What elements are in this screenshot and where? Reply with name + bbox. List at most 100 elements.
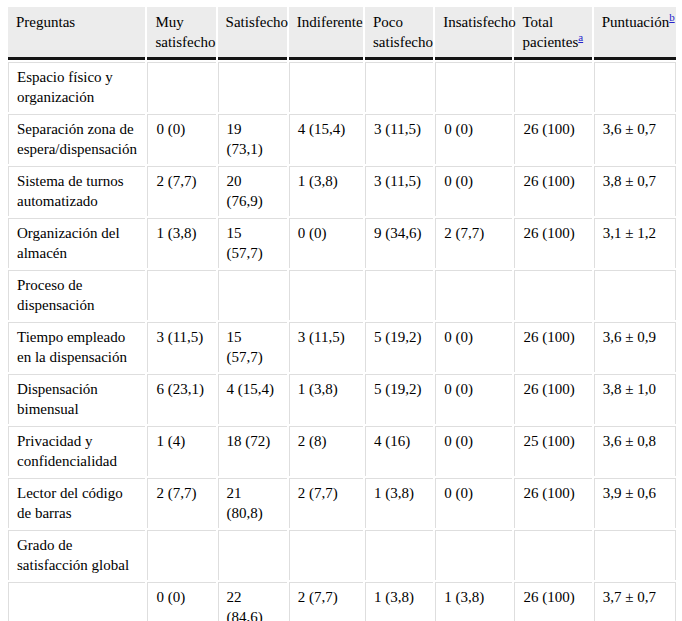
cell: 9 (34,6) <box>365 218 433 268</box>
column-header: Poco satisfecho <box>365 7 433 60</box>
cell: 2 (7,7) <box>289 478 363 528</box>
column-header-label: Preguntas <box>16 14 75 30</box>
satisfaction-table-container: Preguntas Muy satisfecho Satisfecho Indifer… <box>0 0 682 621</box>
cell: 20 (76,9) <box>218 166 287 216</box>
cell: 0 (0) <box>435 322 512 372</box>
cell: 4 (15,4) <box>218 374 287 424</box>
cell <box>514 530 591 580</box>
column-header: Insatisfecho <box>435 7 512 60</box>
table-row: Sistema de turnos automatizado2 (7,7)20 … <box>8 166 676 216</box>
row-label <box>8 582 145 621</box>
cell: 22 (84,6) <box>218 582 287 621</box>
column-header-label: Indiferente <box>297 14 363 30</box>
cell: 26 (100) <box>514 114 591 164</box>
column-header: Total pacientesa <box>514 7 591 60</box>
cell: 0 (0) <box>147 114 215 164</box>
cell: 3,8 ± 1,0 <box>594 374 676 424</box>
cell <box>218 62 287 112</box>
column-header: Puntuaciónb <box>594 7 676 60</box>
column-header-label: Satisfecho <box>226 14 288 30</box>
cell: 3,9 ± 0,6 <box>594 478 676 528</box>
cell: 2 (7,7) <box>147 478 215 528</box>
cell <box>435 62 512 112</box>
column-header-label: Muy satisfecho <box>155 14 215 50</box>
cell: 26 (100) <box>514 322 591 372</box>
cell: 2 (7,7) <box>289 582 363 621</box>
cell: 26 (100) <box>514 478 591 528</box>
cell: 6 (23,1) <box>147 374 215 424</box>
cell <box>514 62 591 112</box>
cell: 3,7 ± 0,7 <box>594 582 676 621</box>
cell <box>365 530 433 580</box>
section-row: Grado de satisfacción global <box>8 530 676 580</box>
cell <box>147 270 215 320</box>
section-label: Proceso de dispensación <box>8 270 145 320</box>
section-label: Espacio físico y organización <box>8 62 145 112</box>
row-label: Organización del almacén <box>8 218 145 268</box>
cell: 3 (11,5) <box>147 322 215 372</box>
footnote-link-b[interactable]: b <box>669 11 675 23</box>
cell: 1 (3,8) <box>289 374 363 424</box>
column-header: Satisfecho <box>218 7 287 60</box>
cell: 1 (3,8) <box>289 166 363 216</box>
cell: 18 (72) <box>218 426 287 476</box>
column-header-label: Puntuación <box>602 14 670 30</box>
column-header-label: Total pacientes <box>522 14 578 50</box>
cell: 3,8 ± 0,7 <box>594 166 676 216</box>
table-row: Privacidad y confidencialidad1 (4)18 (72… <box>8 426 676 476</box>
cell: 0 (0) <box>435 374 512 424</box>
table-row: Dispensación bimensual6 (23,1)4 (15,4)1 … <box>8 374 676 424</box>
cell: 0 (0) <box>435 426 512 476</box>
cell <box>514 270 591 320</box>
cell: 3,1 ± 1,2 <box>594 218 676 268</box>
cell: 0 (0) <box>289 218 363 268</box>
cell: 2 (8) <box>289 426 363 476</box>
table-header: Preguntas Muy satisfecho Satisfecho Indifer… <box>8 7 676 60</box>
cell <box>435 270 512 320</box>
cell: 0 (0) <box>435 478 512 528</box>
section-label: Grado de satisfacción global <box>8 530 145 580</box>
cell: 15 (57,7) <box>218 322 287 372</box>
cell: 1 (4) <box>147 426 215 476</box>
cell: 2 (7,7) <box>435 218 512 268</box>
table-row: 0 (0)22 (84,6)2 (7,7)1 (3,8)1 (3,8)26 (1… <box>8 582 676 621</box>
cell: 0 (0) <box>147 582 215 621</box>
footnote-link-a[interactable]: a <box>578 31 583 43</box>
cell: 26 (100) <box>514 218 591 268</box>
table-row: Tiempo empleado en la dispensación3 (11,… <box>8 322 676 372</box>
cell: 5 (19,2) <box>365 374 433 424</box>
cell <box>289 270 363 320</box>
cell: 2 (7,7) <box>147 166 215 216</box>
table-body: Espacio físico y organizaciónSeparación … <box>8 62 676 621</box>
header-row: Preguntas Muy satisfecho Satisfecho Indifer… <box>8 7 676 60</box>
cell <box>435 530 512 580</box>
cell <box>147 530 215 580</box>
cell: 25 (100) <box>514 426 591 476</box>
cell: 19 (73,1) <box>218 114 287 164</box>
cell: 21 (80,8) <box>218 478 287 528</box>
row-label: Privacidad y confidencialidad <box>8 426 145 476</box>
cell: 26 (100) <box>514 374 591 424</box>
section-row: Espacio físico y organización <box>8 62 676 112</box>
cell: 3 (11,5) <box>365 166 433 216</box>
cell: 1 (3,8) <box>147 218 215 268</box>
cell: 4 (16) <box>365 426 433 476</box>
column-header: Indiferente <box>289 7 363 60</box>
cell <box>218 270 287 320</box>
cell <box>594 62 676 112</box>
cell: 3 (11,5) <box>365 114 433 164</box>
cell <box>594 530 676 580</box>
column-header: Muy satisfecho <box>147 7 215 60</box>
cell <box>594 270 676 320</box>
cell <box>218 530 287 580</box>
row-label: Separación zona de espera/dispensación <box>8 114 145 164</box>
column-header-label: Poco satisfecho <box>373 14 433 50</box>
table-row: Separación zona de espera/dispensación0 … <box>8 114 676 164</box>
cell <box>289 530 363 580</box>
cell: 5 (19,2) <box>365 322 433 372</box>
section-row: Proceso de dispensación <box>8 270 676 320</box>
row-label: Tiempo empleado en la dispensación <box>8 322 145 372</box>
cell: 3,6 ± 0,9 <box>594 322 676 372</box>
cell: 1 (3,8) <box>365 582 433 621</box>
row-label: Lector del código de barras <box>8 478 145 528</box>
